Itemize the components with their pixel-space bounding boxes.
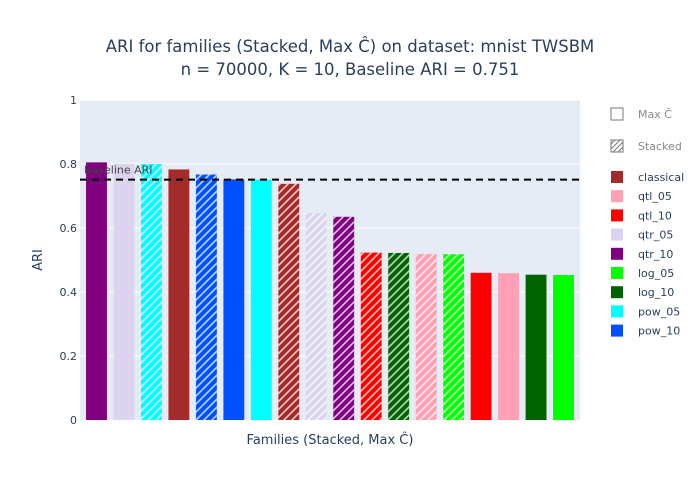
- y-tick-label: 0.6: [60, 222, 78, 235]
- legend-label-qtr_05[interactable]: qtr_05: [638, 229, 673, 242]
- plot-background: [80, 100, 580, 420]
- bar-log_10-max[interactable]: [525, 274, 547, 420]
- bar-hatch: [333, 216, 355, 420]
- legend-swatch-qtr_05[interactable]: [611, 228, 623, 241]
- y-tick-label: 0.8: [60, 158, 78, 171]
- legend-label-pow_10[interactable]: pow_10: [638, 325, 680, 338]
- legend-swatch-log_10[interactable]: [611, 286, 623, 299]
- legend-label-qtl_05[interactable]: qtl_05: [638, 190, 672, 203]
- legend-label-qtr_10[interactable]: qtr_10: [638, 248, 673, 261]
- y-tick-label: 0.4: [60, 286, 78, 299]
- bar-hatch: [140, 164, 162, 420]
- legend-pattern-swatch-stacked[interactable]: [610, 139, 624, 153]
- bar-pow_10-max[interactable]: [223, 179, 245, 420]
- bar-hatch: [195, 174, 217, 420]
- legend-label-classical[interactable]: classical: [638, 171, 684, 184]
- y-tick-label: 0.2: [60, 350, 78, 363]
- chart-title-line1: ARI for families (Stacked, Max Ĉ) on dat…: [106, 37, 595, 56]
- y-tick-label: 1: [70, 94, 77, 107]
- legend-swatch-pow_05[interactable]: [611, 305, 623, 318]
- legend-label-qtl_10[interactable]: qtl_10: [638, 209, 672, 222]
- chart-title-line2: n = 70000, K = 10, Baseline ARI = 0.751: [181, 60, 520, 79]
- y-tick-label: 0: [70, 414, 77, 427]
- legend-swatch-qtl_05[interactable]: [611, 190, 623, 203]
- bar-qtr_10-max[interactable]: [86, 162, 107, 420]
- x-axis-label: Families (Stacked, Max Ĉ): [247, 432, 414, 448]
- legend: Max Ĉ Stacked classical qtl_05 qtl_10 qtr_05q…: [610, 107, 684, 338]
- bars: [86, 162, 574, 420]
- legend-pattern-label-stacked[interactable]: Stacked: [638, 140, 682, 153]
- bar-hatch: [360, 252, 382, 420]
- legend-label-pow_05[interactable]: pow_05: [638, 305, 680, 318]
- bar-classical-max[interactable]: [168, 169, 190, 420]
- legend-swatch-log_05[interactable]: [611, 267, 623, 279]
- legend-swatch-qtl_10[interactable]: [611, 209, 623, 222]
- baseline-label: Baseline ARI: [84, 164, 153, 177]
- bar-hatch: [415, 253, 437, 420]
- bar-qtl_10-max[interactable]: [470, 272, 492, 420]
- y-tick-labels: 0 0.2 0.4 0.6 0.8 1: [60, 94, 78, 427]
- bar-qtr_05-max[interactable]: [113, 164, 135, 420]
- y-axis-label: ARI: [31, 249, 46, 271]
- bar-hatch: [443, 254, 465, 420]
- legend-swatch-qtr_10[interactable]: [611, 247, 623, 260]
- legend-label-log_05[interactable]: log_05: [638, 267, 674, 280]
- bar-hatch: [305, 212, 327, 420]
- bar-pow_05-max[interactable]: [250, 179, 272, 420]
- legend-swatch-classical[interactable]: [611, 171, 623, 183]
- bar-qtl_05-max[interactable]: [498, 273, 520, 420]
- y-gridlines: [80, 99, 580, 357]
- bar-hatch: [278, 183, 300, 420]
- legend-pattern-label-max[interactable]: Max Ĉ: [638, 108, 672, 121]
- legend-pattern-swatch-max[interactable]: [610, 107, 624, 121]
- bar-hatch: [388, 252, 410, 420]
- legend-label-log_10[interactable]: log_10: [638, 286, 674, 299]
- legend-swatch-pow_10[interactable]: [611, 324, 623, 337]
- bar-log_05-max[interactable]: [553, 275, 574, 420]
